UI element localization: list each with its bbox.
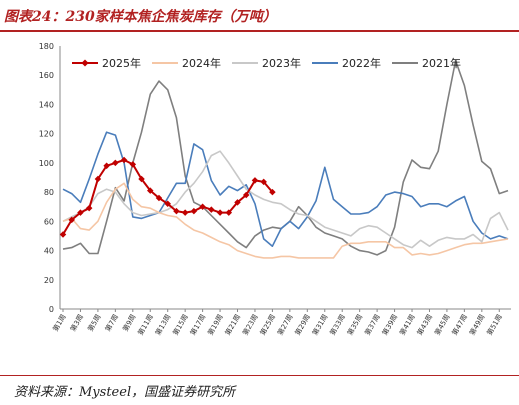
legend-label: 2025年: [102, 56, 141, 70]
legend-marker: [81, 59, 89, 67]
data-point-2025: [68, 216, 75, 224]
legend-item-2021: 2021年: [392, 56, 461, 70]
data-point-2025: [190, 207, 198, 215]
data-point-2025: [147, 187, 154, 194]
series-line-2024: [62, 182, 509, 259]
y-tick-label: 80: [44, 188, 54, 197]
data-point-2025: [164, 200, 171, 208]
legend-label: 2022年: [342, 56, 381, 70]
line-chart: 0 20 40 60 80 100 120 140 160 180 第1周 第3周 第5周 第7周 第9周…: [39, 42, 511, 337]
legend-label: 2021年: [422, 56, 461, 70]
x-tick-label: 第19周: [206, 313, 225, 337]
x-tick-label: 第25周: [258, 313, 277, 337]
x-tick-label: 第7周: [103, 313, 120, 333]
legend-label: 2024年: [182, 56, 221, 70]
footer-rule: [0, 375, 519, 376]
data-point-2025: [103, 162, 110, 170]
data-point-2025: [251, 177, 259, 184]
y-tick-label: 100: [39, 159, 54, 168]
x-tick-label: 第1周: [51, 313, 68, 333]
x-tick-label: 第17周: [188, 313, 207, 337]
data-point-2025: [216, 209, 224, 216]
legend-item-2024: 2024年: [152, 56, 221, 70]
x-tick-label: 第15周: [171, 313, 190, 337]
x-tick-label: 第43周: [415, 313, 434, 337]
y-tick-label: 40: [44, 247, 54, 256]
x-tick-label: 第9周: [121, 313, 138, 333]
data-point-2025: [225, 209, 233, 216]
series-line-2022: [62, 131, 509, 247]
legend-item-2023: 2023年: [232, 56, 301, 70]
x-tick-label: 第51周: [485, 313, 504, 337]
x-tick-label: 第39周: [380, 313, 399, 337]
data-point-2025: [269, 188, 276, 196]
x-tick-label: 第11周: [136, 313, 155, 337]
title-rule: [0, 30, 519, 32]
data-point-2025: [181, 209, 189, 216]
data-point-2025: [199, 203, 206, 210]
data-point-2025: [208, 206, 215, 213]
x-tick-label: 第47周: [450, 313, 469, 337]
y-tick-label: 120: [39, 130, 54, 139]
y-tick-label: 160: [39, 71, 54, 80]
data-point-2025: [77, 209, 84, 216]
data-point-2025: [155, 194, 163, 202]
y-tick-label: 20: [44, 276, 54, 285]
x-tick-label: 第49周: [467, 313, 486, 337]
x-tick-label: 第45周: [432, 313, 451, 337]
x-tick-label: 第33周: [328, 313, 347, 337]
data-point-2025: [234, 199, 241, 206]
x-tick-label: 第35周: [345, 313, 364, 337]
data-point-2025: [112, 159, 119, 167]
legend-label: 2023年: [262, 56, 301, 70]
legend-item-2025: 2025年: [72, 56, 141, 70]
data-point-2025: [242, 191, 250, 199]
x-tick-label: 第31周: [310, 313, 329, 337]
data-point-2025: [173, 207, 180, 215]
data-point-2025: [59, 231, 67, 238]
x-tick-label: 第27周: [275, 313, 294, 337]
y-tick-label: 140: [39, 100, 54, 109]
series-line-2023: [62, 150, 509, 249]
x-tick-label: 第41周: [397, 313, 416, 337]
data-point-2025: [260, 178, 267, 186]
y-tick-label: 0: [49, 305, 54, 314]
legend-item-2022: 2022年: [312, 56, 381, 70]
x-tick-label: 第29周: [293, 313, 312, 337]
x-tick-label: 第37周: [363, 313, 382, 337]
x-tick-label: 第21周: [223, 313, 242, 337]
y-tick-label: 60: [44, 217, 54, 226]
data-point-2025: [85, 204, 93, 212]
y-tick-label: 180: [39, 42, 54, 51]
x-tick-label: 第23周: [240, 313, 259, 337]
x-tick-label: 第13周: [153, 313, 172, 337]
x-tick-label: 第5周: [86, 313, 103, 333]
data-point-2025: [138, 175, 145, 183]
x-tick-label: 第3周: [68, 313, 85, 333]
chart-title: 图表24：230家样本焦企焦炭库存（万吨）: [4, 9, 277, 25]
source-note: 资料来源：Mysteel，国盛证券研究所: [14, 385, 236, 400]
